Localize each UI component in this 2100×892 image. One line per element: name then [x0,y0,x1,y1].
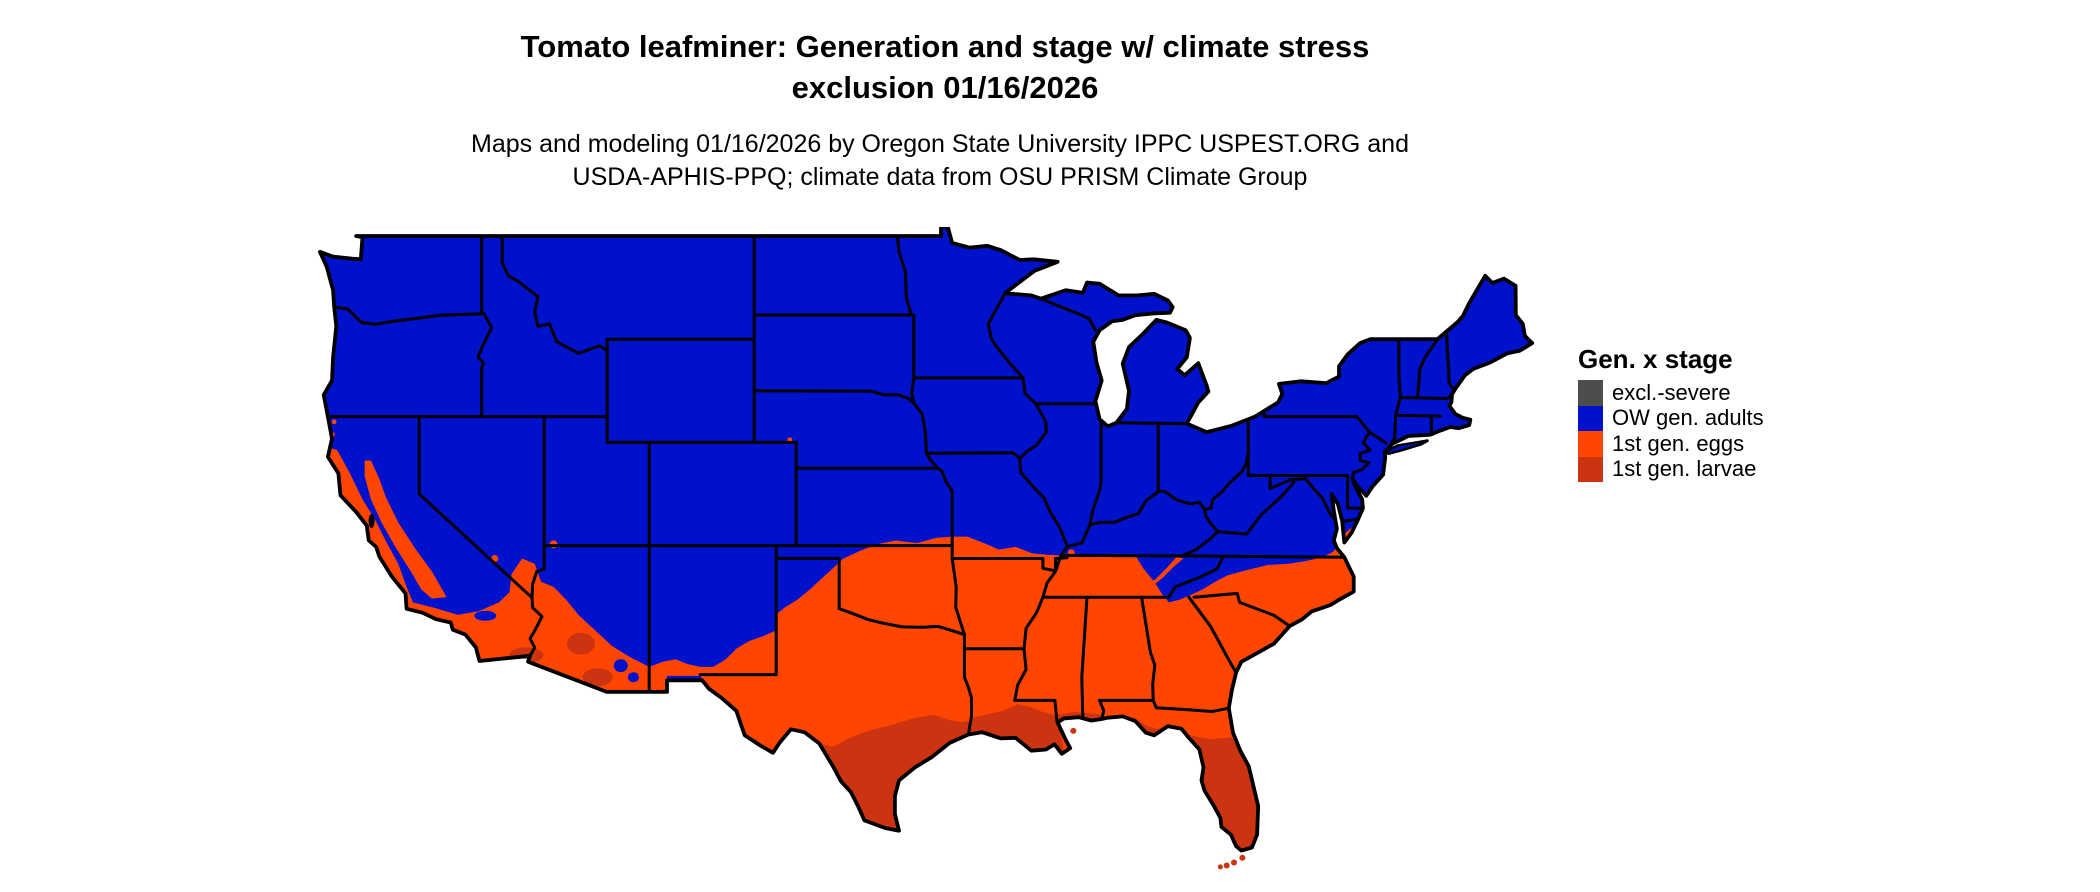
state-border-line [1167,554,1225,599]
legend-item-label: 1st gen. eggs [1612,430,1745,456]
state-border-line [417,415,534,600]
zone-1st-gen-larvae-speck [1070,727,1077,734]
zone-1st-gen-larvae [1102,715,1268,851]
us-outline [318,227,1535,853]
legend-item-label: 1st gen. larvae [1612,456,1757,482]
state-border-line [1399,392,1454,401]
state-border-line [1039,297,1097,332]
state-border-line [530,415,546,600]
state-border-line [950,557,966,651]
state-border-line [1098,698,1155,721]
state-border-line [1350,415,1372,480]
zone-1st-gen-eggs [364,460,447,599]
legend-title: Gen. x stage [1578,344,1733,374]
state-border-line [1114,421,1189,426]
map-fill-layer [319,227,1533,851]
state-border-line [500,234,609,355]
zone-ow-gen-adults-pocket [627,672,639,683]
state-border-line [924,451,1022,460]
state-border-line [1151,698,1231,713]
zone-1st-gen-eggs-speck [422,620,429,627]
state-border-line [895,234,913,317]
state-border-line [986,291,1025,380]
zone-1st-gen-larvae-speck [1239,854,1246,861]
state-border-line [332,305,486,326]
legend-item: OW gen. adults [1578,405,1764,431]
legend-item: excl.-severe [1578,380,1764,406]
zone-1st-gen-eggs-speck [415,619,421,626]
state-border-line [1013,698,1059,724]
legend-swatch [1578,456,1603,482]
zone-ow-gen-adults-pocket [613,659,628,673]
legend-item: 1st gen. larvae [1578,456,1764,482]
state-border-line [1390,337,1402,444]
legend-swatch [1578,405,1603,431]
state-border-line [752,389,916,405]
state-border-line [837,607,966,637]
legend-item: 1st gen. eggs [1578,431,1764,457]
figure-subtitle: Maps and modeling 01/16/2026 by Oregon S… [0,128,1880,194]
state-border-line [1394,413,1442,418]
legend-swatch [1578,431,1603,457]
zone-ow-gen-adults-pocket [474,610,497,621]
state-border-line [1140,595,1157,702]
state-border-line [1445,330,1454,390]
state-border-line [1187,595,1238,675]
state-border-line [962,647,973,736]
state-border-line [1088,421,1103,527]
long-island [1382,439,1429,456]
state-border-line [1060,553,1346,559]
state-border-line [950,556,1069,573]
title-line-2: exclusion 01/16/2026 [791,70,1099,105]
sf-bay-ink [368,514,375,529]
zone-1st-gen-larvae-speck [1217,864,1223,870]
state-border-line [1416,337,1440,400]
state-borders [326,234,1454,736]
state-border-line [1066,450,1250,548]
legend-item-label: OW gen. adults [1612,405,1764,431]
state-border-line [1013,544,1069,702]
state-border-line [1342,517,1360,523]
state-border-line [1080,595,1089,720]
zone-1st-gen-eggs-speck [331,419,337,425]
state-border-line [1368,430,1388,445]
state-border-line [1346,474,1365,510]
us-map [318,227,1535,870]
subtitle-line-1: Maps and modeling 01/16/2026 by Oregon S… [471,130,1409,158]
state-border-line [924,451,954,548]
title-line-1: Tomato leafminer: Generation and stage w… [520,29,1370,64]
state-border-line [1018,376,1069,548]
state-border-line [1216,480,1296,536]
zone-1st-gen-larvae-speck [1223,862,1230,869]
zone-1st-gen-eggs [1143,557,1184,591]
zone-1st-gen-larvae-speck [1231,859,1237,866]
zone-1st-gen-eggs [322,445,514,670]
legend-items: excl.-severe OW gen. adults 1st gen. eggs 1… [1578,380,1764,482]
zone-1st-gen-larvae-pocket [582,668,613,687]
map-legend: Gen. x stage excl.-severe OW gen. adults 1… [1578,344,1764,482]
subtitle-line-2: USDA-APHIS-PPQ; climate data from OSU PR… [572,163,1308,191]
state-border-line [476,234,494,419]
zone-1st-gen-eggs-speck [451,636,457,642]
legend-item-label: excl.-severe [1612,379,1731,405]
state-border-line [1192,591,1292,628]
zone-1st-gen-larvae-pocket [566,632,595,655]
state-border-line [1268,477,1339,523]
state-border-line [528,596,544,658]
state-border-line [910,313,928,455]
legend-swatch [1578,380,1603,406]
figure-title: Tomato leafminer: Generation and stage w… [0,26,1890,108]
